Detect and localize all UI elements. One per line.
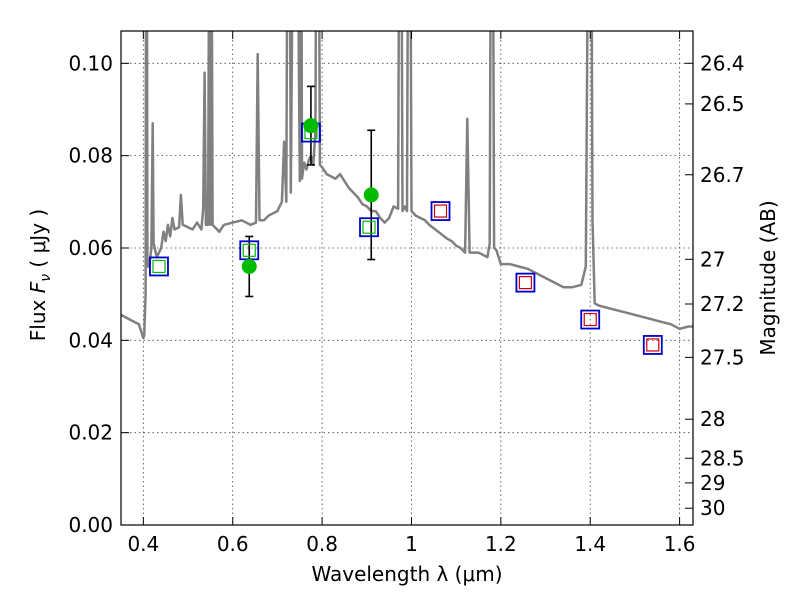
y-axis-title: Flux Fν ( μJy ) bbox=[26, 209, 54, 341]
y2-tick-label: 27 bbox=[700, 247, 725, 271]
model-point-inner-box bbox=[152, 259, 166, 274]
x-tick-label: 1.4 bbox=[574, 532, 606, 556]
model-point-box bbox=[515, 272, 536, 293]
x-tick-label: 0.8 bbox=[306, 532, 338, 556]
y-tick-label: 0.04 bbox=[68, 328, 113, 352]
model-point-inner-box bbox=[433, 204, 448, 218]
y-tick-label: 0.10 bbox=[68, 51, 113, 75]
y2-tick-label: 28 bbox=[700, 407, 725, 431]
y-tick-label: 0.08 bbox=[68, 144, 113, 168]
y2-tick-label: 28.5 bbox=[700, 446, 745, 470]
model-point-inner-box bbox=[242, 243, 256, 257]
y-tick-label: 0.06 bbox=[68, 236, 113, 260]
model-point-box bbox=[580, 309, 601, 330]
y2-tick-label: 27.2 bbox=[700, 292, 745, 316]
y2-tick-label: 30 bbox=[700, 496, 725, 520]
observed-photometry-points bbox=[241, 118, 379, 274]
y2-tick-label: 26.5 bbox=[700, 92, 745, 116]
y-tick-label: 0.02 bbox=[68, 421, 113, 445]
model-point-box bbox=[642, 335, 663, 355]
y-axis-tick-labels: 0.00 0.02 0.04 0.06 0.08 0.10 bbox=[68, 51, 113, 537]
y2-tick-label: 27.5 bbox=[700, 345, 745, 369]
x-tick-label: 0.4 bbox=[127, 532, 159, 556]
model-spectrum-line bbox=[121, 31, 693, 340]
y2-tick-label: 26.7 bbox=[700, 163, 745, 187]
model-point-inner-box bbox=[362, 220, 376, 234]
model-point-inner-box bbox=[646, 338, 660, 352]
secondary-y-axis-title: Magnitude (AB) bbox=[756, 200, 780, 355]
y2-tick-label: 29 bbox=[700, 471, 725, 495]
x-tick-label: 0.6 bbox=[217, 532, 249, 556]
y-tick-label: 0.00 bbox=[68, 513, 113, 537]
model-point-box bbox=[359, 217, 379, 238]
x-tick-label: 1.2 bbox=[485, 532, 517, 556]
axis-ticks bbox=[121, 31, 693, 526]
x-axis-title: Wavelength λ (μm) bbox=[311, 562, 502, 586]
model-point-box bbox=[430, 201, 451, 221]
x-axis-tick-labels: 0.4 0.6 0.8 1 1.2 1.4 1.6 bbox=[127, 532, 695, 556]
observation-point bbox=[363, 187, 379, 203]
model-point-box bbox=[149, 256, 169, 277]
model-point-inner-box bbox=[518, 276, 533, 290]
x-tick-label: 1 bbox=[405, 532, 418, 556]
plot-frame bbox=[120, 30, 694, 526]
observation-point bbox=[241, 258, 257, 274]
model-point-inner-box bbox=[583, 312, 597, 327]
x-tick-label: 1.6 bbox=[664, 532, 696, 556]
observation-point bbox=[303, 118, 319, 134]
y2-tick-label: 26.4 bbox=[700, 51, 745, 75]
